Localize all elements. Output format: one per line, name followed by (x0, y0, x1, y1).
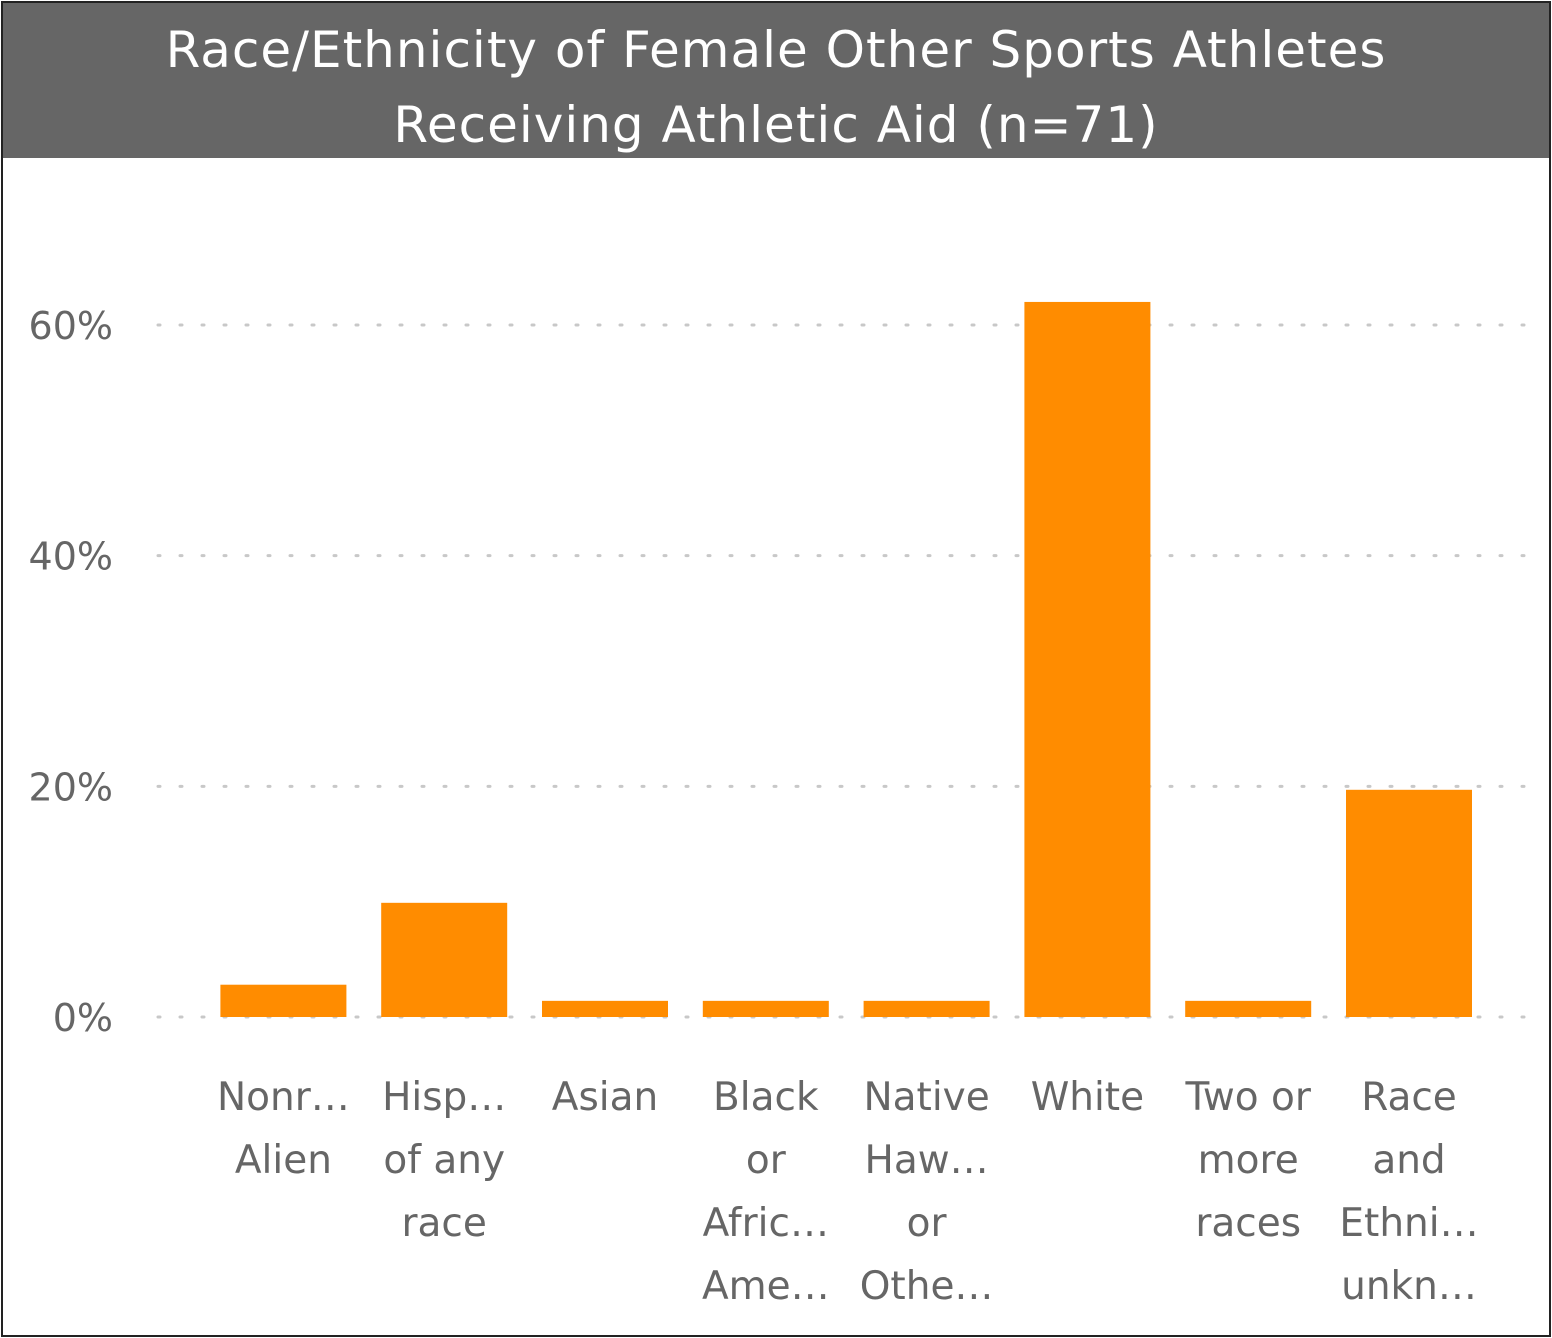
bar (702, 1000, 829, 1017)
chart-title-line-1: Race/Ethnicity of Female Other Sports At… (165, 21, 1387, 79)
y-tick-label: 0% (53, 996, 113, 1040)
y-tick-label: 20% (29, 765, 113, 809)
x-tick-label: or (907, 1201, 948, 1246)
x-tick-label: Asian (552, 1075, 658, 1120)
bar (863, 1000, 990, 1017)
x-tick-label: White (1031, 1075, 1144, 1120)
x-tick-label: Afric… (703, 1201, 829, 1246)
x-tick-label: Native (863, 1075, 989, 1120)
chart-title-bar: Race/Ethnicity of Female Other Sports At… (3, 3, 1549, 158)
x-tick-label: Black (713, 1075, 819, 1120)
x-tick-label: races (1195, 1201, 1301, 1246)
chart-title-line-2: Receiving Athletic Aid (n=71) (393, 96, 1159, 154)
x-tick-label: of any (383, 1138, 505, 1183)
bar (381, 902, 508, 1017)
x-tick-label: Hisp… (382, 1075, 506, 1120)
x-tick-label: unkn… (1341, 1264, 1477, 1309)
x-tick-label: Nonr… (217, 1075, 350, 1120)
bar (1024, 301, 1151, 1017)
x-tick-label: Two or (1184, 1075, 1311, 1120)
x-tick-label: more (1198, 1138, 1299, 1183)
y-tick-label: 60% (29, 304, 113, 348)
bar (542, 1000, 668, 1017)
x-tick-label: Othe… (860, 1264, 994, 1309)
bar (1185, 1000, 1312, 1017)
x-tick-label: Ethni… (1339, 1201, 1478, 1246)
x-tick-label: Haw… (865, 1138, 989, 1183)
x-tick-label: or (746, 1138, 787, 1183)
x-tick-label: race (402, 1201, 487, 1246)
bar (220, 984, 347, 1017)
x-tick-label: and (1372, 1138, 1445, 1183)
x-tick-label: Ame… (702, 1264, 830, 1309)
y-tick-label: 40% (29, 535, 113, 579)
x-tick-label: Race (1361, 1075, 1457, 1120)
bar-chart: 0% 20% 40% 60% Nonr… Alien Hisp… of any race Asia… (29, 301, 1535, 1309)
bar (1346, 789, 1472, 1017)
x-tick-label: Alien (235, 1138, 332, 1183)
